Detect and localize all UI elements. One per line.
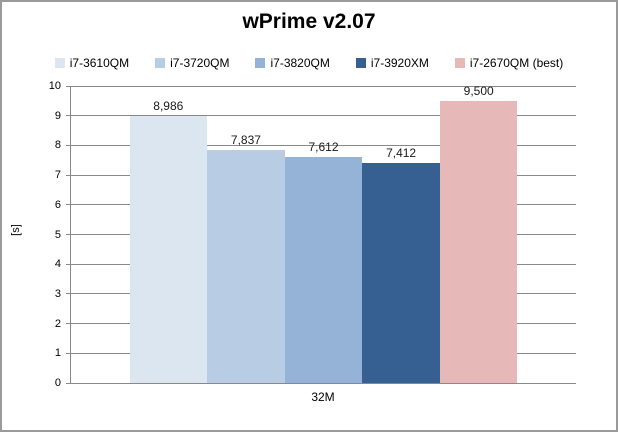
y-tick-label: 10: [48, 80, 61, 92]
legend-swatch: [155, 58, 166, 68]
plot-area: 0 1 2 3 4 5 6 7 8 9 10 8,986 7,837 7,612 7,412 9,500: [49, 80, 576, 389]
y-tick-label: 8: [54, 139, 61, 152]
bar: 8,986: [129, 99, 208, 383]
gridline: [71, 85, 576, 87]
y-axis-tick: [66, 382, 71, 384]
y-tick-label: 1: [54, 347, 61, 360]
bar-group: 8,986 7,837 7,612 7,412 9,500: [71, 84, 576, 383]
gridline: [71, 115, 576, 117]
x-tick-label: 32M: [311, 390, 335, 404]
y-axis-tick: [66, 323, 71, 325]
gridline: [71, 144, 576, 146]
y-tick-label: 0: [54, 377, 61, 389]
chart-title: wPrime v2.07: [242, 10, 376, 33]
y-axis-tick: [66, 234, 71, 235]
legend-item: i7-3920XM: [355, 56, 429, 70]
y-axis-tick: [66, 85, 71, 87]
bar: 7,412: [362, 146, 440, 383]
legend-item: i7-3820QM: [255, 56, 330, 70]
y-tick-label: 2: [54, 317, 61, 330]
legend-swatch: [454, 58, 465, 68]
y-tick-label: 6: [54, 198, 61, 211]
y-axis-tick: [66, 115, 71, 117]
legend-item: i7-3720QM: [155, 56, 229, 70]
legend-swatch: [255, 58, 266, 68]
y-axis-tick: [66, 204, 71, 206]
y-axis-tick: [66, 144, 71, 146]
y-tick-label: 4: [54, 258, 61, 271]
bar-value-label: 7,837: [230, 133, 261, 148]
legend-label: i7-2670QM (best): [469, 56, 564, 70]
y-axis-tick: [66, 352, 71, 354]
y-tick-label: 5: [54, 228, 61, 241]
legend-label: i7-3820QM: [270, 56, 330, 70]
y-axis-title: [s]: [9, 224, 22, 236]
legend-label: i7-3920XM: [370, 56, 429, 70]
y-tick-label: 9: [54, 109, 61, 122]
bar: 7,837: [207, 133, 285, 383]
y-axis-tick: [66, 263, 71, 265]
y-tick-label: 7: [54, 169, 61, 182]
bar: 7,612: [284, 140, 363, 383]
legend-label: i7-3720QM: [170, 56, 230, 70]
bar-value-label: 9,500: [463, 83, 494, 98]
bar-value-label: 8,986: [153, 99, 184, 114]
legend-label: i7-3610QM: [69, 56, 130, 70]
legend-swatch: [355, 58, 366, 68]
y-axis-tick: [66, 174, 71, 176]
bar: 9,500: [439, 84, 518, 383]
legend-swatch: [54, 58, 65, 68]
y-tick-label: 3: [54, 287, 61, 300]
bar-value-label: 7,412: [386, 145, 417, 160]
gridline: [71, 382, 576, 384]
bar-value-label: 7,612: [308, 139, 339, 154]
legend: i7-3610QM i7-3720QM i7-3820QM i7-3920XM i7-2…: [2, 56, 616, 70]
y-axis-tick: [66, 293, 71, 295]
legend-item: i7-2670QM (best): [454, 56, 564, 70]
legend-item: i7-3610QM: [54, 56, 130, 70]
